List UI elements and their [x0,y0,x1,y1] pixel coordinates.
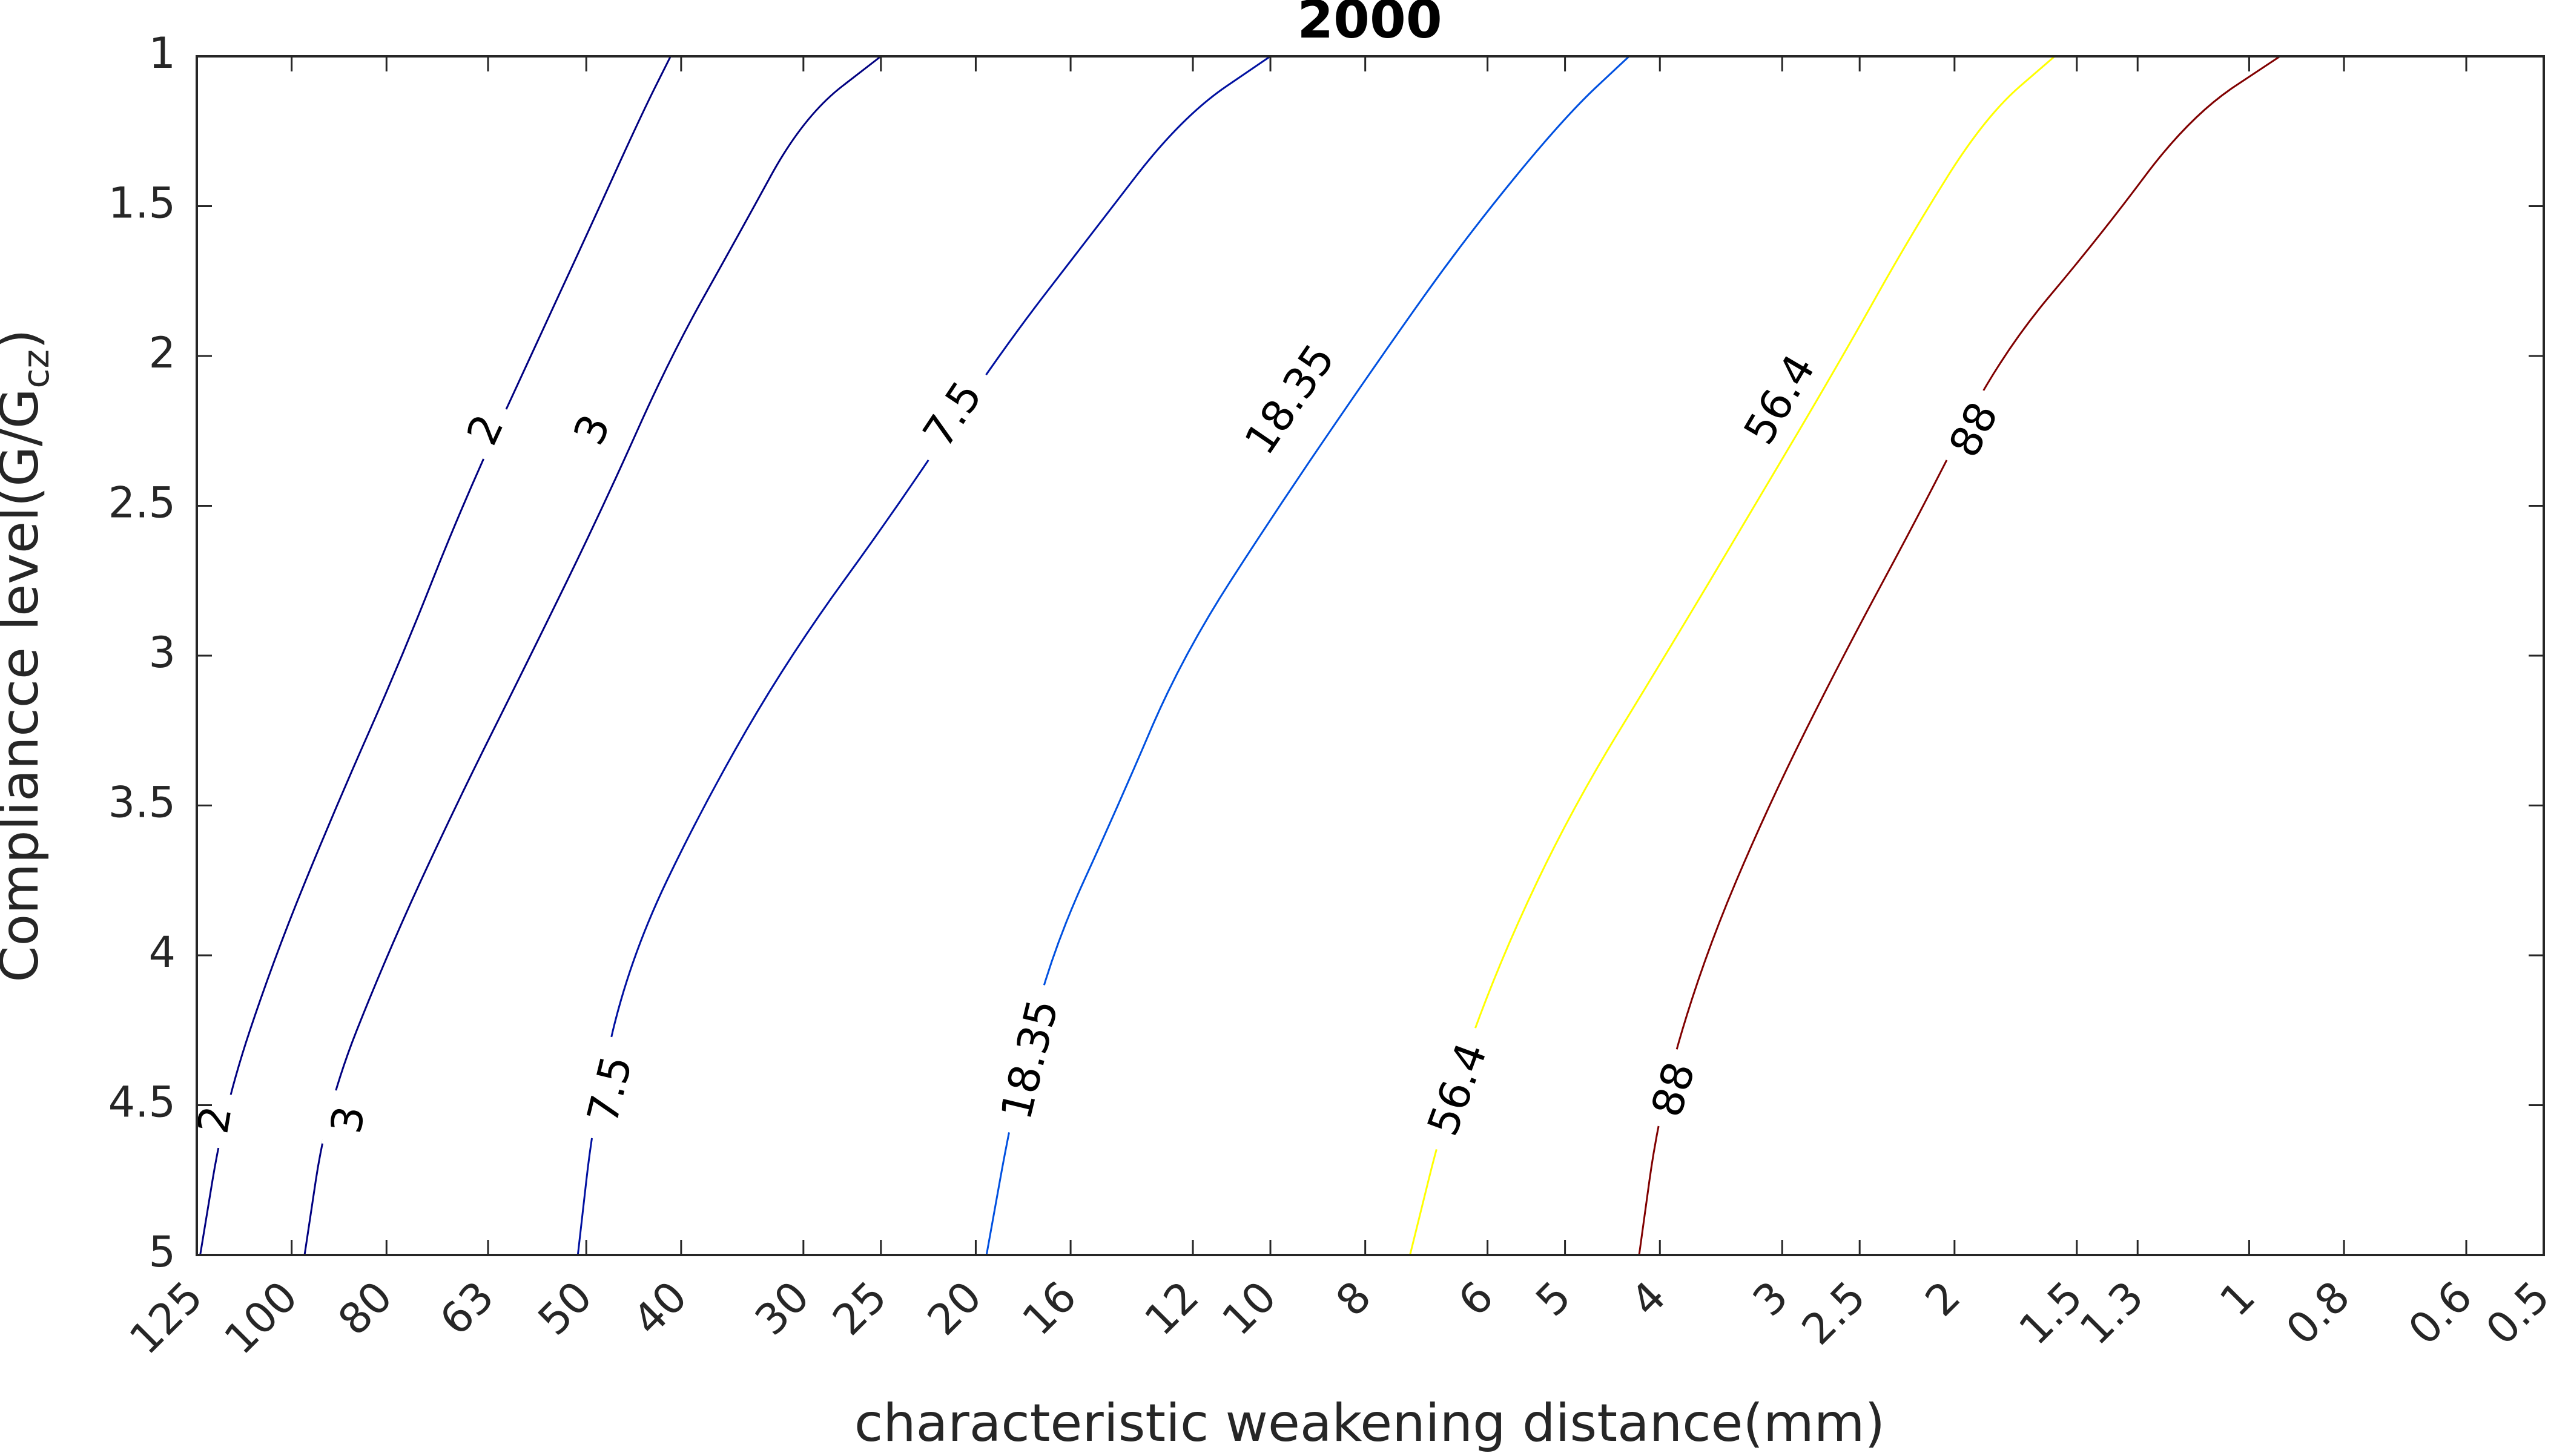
contour-label-background [1414,1021,1506,1159]
y-tick-label: 3.5 [108,778,176,828]
y-tick-label: 4 [148,927,176,977]
y-tick-label: 1 [148,28,176,78]
y-tick-labels: 1 1.5 2 2.5 3 3.5 4 4.5 5 [108,28,176,1277]
contour-line-7.5 [576,55,1271,1256]
y-tick-label: 3 [148,628,176,677]
axis-ticks [196,55,2545,1256]
contour-label-background [905,358,1005,473]
contour-label-background [575,1034,650,1147]
contour-label-background [1936,384,2017,478]
contour-label-background [454,395,523,467]
contour-label-group: 2 [454,395,523,467]
y-tick-label: 2.5 [108,478,176,528]
y-tick-label: 5 [148,1227,176,1277]
y-axis-title-suffix: ) [0,329,50,349]
x-axis-title: characteristic weakening distance(mm) [854,1393,1885,1454]
contour-label-background [989,980,1075,1140]
contour-label-group: 3 [322,1089,380,1151]
y-axis-title: Compliancce level(G/Gcz) [0,329,58,982]
contour-line-56.4 [1409,55,2056,1256]
contour-line-18.35 [985,55,1630,1256]
contour-label-background [1228,324,1356,478]
contour-label-background [322,1089,380,1151]
contour-label-group: 88 [1640,1045,1712,1136]
contour-label-background [1728,333,1837,469]
y-tick-label: 4.5 [108,1078,176,1127]
contour-label-background [1640,1045,1712,1136]
contour-label-group: 3 [560,395,630,467]
chart-title: 2000 [1297,0,1442,50]
contour-label-background [560,395,630,467]
contour-lines [199,55,2281,1256]
contour-line-2 [199,56,672,1256]
y-tick-label: 1.5 [108,179,176,228]
y-axis-title-main: Compliancce level(G/G [0,388,50,982]
y-axis-title-subscript: cz [15,349,58,388]
contour-line-88 [1638,55,2281,1256]
plot-frame [196,55,2545,1256]
contour-line-3 [303,55,882,1256]
y-tick-label: 2 [148,328,176,378]
